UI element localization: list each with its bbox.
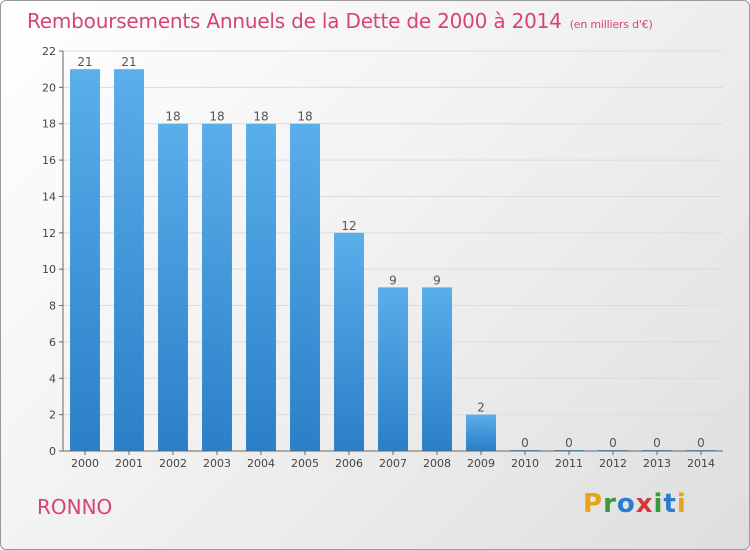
x-tick-label-2001: 2001: [115, 457, 143, 470]
bar-2007: [378, 287, 408, 451]
brand-letter: P: [583, 489, 604, 519]
brand-letter: t: [663, 489, 677, 519]
data-label-2010: 0: [521, 436, 529, 450]
y-tick-label: 6: [49, 336, 56, 349]
data-label-2014: 0: [697, 436, 705, 450]
data-label-2001: 21: [121, 55, 136, 69]
chart-subtitle: (en milliers d'€): [569, 18, 653, 31]
data-label-2000: 21: [77, 55, 92, 69]
title-text: Remboursements Annuels de la Dette de 20…: [27, 9, 562, 33]
data-label-2011: 0: [565, 436, 573, 450]
brand-letter: x: [635, 489, 654, 519]
y-tick-label: 14: [42, 190, 56, 203]
y-tick-label: 12: [42, 227, 56, 240]
brand-letter: o: [616, 489, 636, 519]
bar-2006: [334, 232, 364, 451]
y-tick-label: 18: [42, 118, 56, 131]
x-tick-label-2013: 2013: [643, 457, 671, 470]
data-label-2009: 2: [477, 401, 485, 415]
y-tick-label: 2: [49, 409, 56, 422]
y-tick-label: 8: [49, 300, 56, 313]
axes: [59, 50, 723, 455]
x-tick-label-2006: 2006: [335, 457, 363, 470]
x-tick-label-2014: 2014: [687, 457, 715, 470]
x-tick-label-2000: 2000: [71, 457, 99, 470]
bar-2009: [466, 414, 496, 451]
x-tick-label-2010: 2010: [511, 457, 539, 470]
bar-2000: [70, 69, 100, 451]
data-label-2008: 9: [433, 273, 441, 287]
y-tick-label: 10: [42, 263, 56, 276]
bar-2001: [114, 69, 144, 451]
x-tick-label-2005: 2005: [291, 457, 319, 470]
commune-name: RONNO: [37, 495, 113, 519]
y-tick-label: 22: [42, 45, 56, 58]
x-tick-label-2012: 2012: [599, 457, 627, 470]
data-label-2013: 0: [653, 436, 661, 450]
x-tick-label-2011: 2011: [555, 457, 583, 470]
data-label-2002: 18: [165, 110, 180, 124]
bar-2002: [158, 123, 188, 452]
y-tick-label: 4: [49, 372, 56, 385]
data-label-2012: 0: [609, 436, 617, 450]
chart-title: Remboursements Annuels de la Dette de 20…: [27, 9, 653, 33]
bars: [70, 69, 716, 452]
y-tick-label: 0: [49, 445, 56, 458]
brand-letter: i: [676, 489, 687, 519]
x-tick-label-2009: 2009: [467, 457, 495, 470]
data-label-2005: 18: [297, 110, 312, 124]
x-tick-label-2003: 2003: [203, 457, 231, 470]
data-label-2006: 12: [341, 219, 356, 233]
x-tick-label-2004: 2004: [247, 457, 275, 470]
data-label-2007: 9: [389, 273, 397, 287]
data-label-2004: 18: [253, 110, 268, 124]
bar-2004: [246, 123, 276, 452]
x-tick-label-2007: 2007: [379, 457, 407, 470]
y-tick-label: 16: [42, 154, 56, 167]
brand-letter: i: [653, 489, 664, 519]
tick-labels: 0246810121416182022212000212001182002182…: [42, 45, 715, 470]
x-tick-label-2002: 2002: [159, 457, 187, 470]
brand-logo: Proxiti: [583, 489, 687, 519]
bar-2005: [290, 123, 320, 452]
y-tick-label: 20: [42, 81, 56, 94]
x-tick-label-2008: 2008: [423, 457, 451, 470]
brand-letter: r: [603, 489, 617, 519]
data-label-2003: 18: [209, 110, 224, 124]
bar-2008: [422, 287, 452, 451]
bar-2003: [202, 123, 232, 452]
